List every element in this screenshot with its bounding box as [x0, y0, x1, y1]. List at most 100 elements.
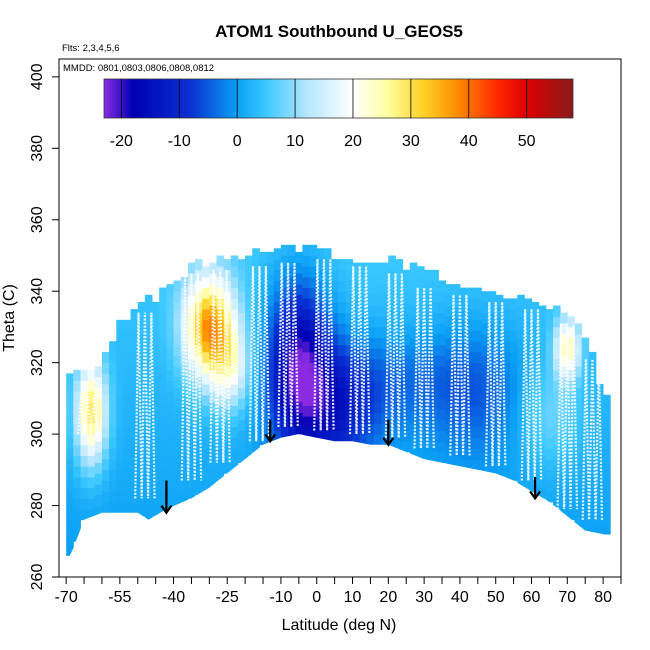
heatmap-cell [266, 337, 275, 349]
heatmap-cell [510, 362, 518, 374]
heatmap-cell [238, 355, 246, 367]
heatmap-cell [359, 305, 368, 317]
heatmap-cell [130, 427, 139, 439]
heatmap-cell [438, 419, 446, 431]
heatmap-cell [431, 376, 439, 388]
heatmap-cell [445, 305, 454, 317]
heatmap-cell [230, 437, 239, 449]
heatmap-cell [252, 291, 260, 303]
heatmap-cell [152, 484, 160, 496]
heatmap-cell [374, 423, 382, 435]
heatmap-cell [144, 391, 153, 403]
heatmap-cell [316, 430, 325, 442]
heatmap-cell [94, 398, 103, 410]
heatmap-cell [309, 427, 318, 439]
heatmap-cell [245, 405, 253, 417]
heatmap-cell [238, 301, 246, 313]
heatmap-cell [331, 291, 339, 303]
heatmap-cell [481, 398, 489, 410]
heatmap-cell [102, 351, 110, 363]
heatmap-cell [409, 380, 418, 392]
heatmap-cell [595, 480, 604, 492]
heatmap-cell [409, 444, 418, 456]
heatmap-cell [574, 334, 583, 346]
heatmap-cell [66, 416, 74, 428]
heatmap-cell [474, 287, 482, 299]
heatmap-cell [381, 359, 389, 371]
heatmap-cell [123, 373, 131, 385]
heatmap-cell [166, 284, 174, 296]
heatmap-cell [424, 291, 432, 303]
heatmap-cell [180, 491, 189, 503]
heatmap-cell [474, 437, 482, 449]
heatmap-cell [87, 391, 96, 403]
heatmap-cell [238, 387, 246, 399]
heatmap-cell [402, 344, 411, 356]
heatmap-cell [567, 466, 575, 478]
heatmap-cell [595, 502, 604, 514]
heatmap-cell [574, 323, 583, 335]
heatmap-cell [510, 351, 518, 363]
heatmap-cell [338, 355, 346, 367]
colorbar-tick-label: 20 [344, 133, 362, 150]
heatmap-cell [195, 323, 203, 335]
flight-track-profile [134, 312, 156, 499]
heatmap-cell [531, 387, 540, 399]
heatmap-cell [159, 309, 167, 321]
heatmap-cell [73, 477, 81, 489]
heatmap-cell [80, 455, 89, 467]
heatmap-cell [216, 266, 225, 278]
heatmap-cell [374, 284, 382, 296]
heatmap-cell [144, 509, 153, 521]
dates-note: MMDD: 0801,0803,0806,0808,0812 [63, 63, 214, 74]
heatmap-cell [553, 348, 561, 360]
heatmap-cell [202, 394, 210, 406]
heatmap-cell [173, 334, 182, 346]
arrow-head [529, 490, 541, 501]
heatmap-cell [402, 269, 411, 281]
heatmap-cell [331, 323, 339, 335]
heatmap-cell [130, 384, 139, 396]
heatmap-cell [102, 480, 110, 492]
heatmap-cell [345, 387, 353, 399]
heatmap-cell [102, 448, 110, 460]
heatmap-cell [459, 459, 468, 471]
heatmap-cell [488, 323, 497, 335]
heatmap-cell [409, 391, 418, 403]
heatmap-cell [331, 301, 339, 313]
heatmap-cell [302, 319, 310, 331]
heatmap-cell [359, 369, 368, 381]
heatmap-cell [66, 384, 74, 396]
heatmap-cell [266, 284, 275, 296]
heatmap-cell [581, 498, 590, 510]
heatmap-cell [366, 380, 375, 392]
heatmap-cell [230, 255, 239, 267]
heatmap-cell [381, 284, 389, 296]
heatmap-cell [187, 477, 196, 489]
heatmap-cell [553, 359, 561, 371]
heatmap-cell [302, 362, 310, 374]
heatmap-cell [352, 348, 361, 360]
heatmap-cell [266, 273, 275, 285]
heatmap-cell [295, 402, 303, 414]
heatmap-cell [80, 391, 89, 403]
heatmap-cell [366, 326, 375, 338]
heatmap-cell [481, 462, 489, 474]
heatmap-cell [137, 398, 146, 410]
heatmap-cell [438, 430, 446, 442]
heatmap-cell [87, 455, 96, 467]
heatmap-cell [445, 326, 454, 338]
heatmap-cell [352, 316, 361, 328]
heatmap-cell [109, 341, 117, 353]
heatmap-cell [402, 312, 411, 324]
heatmap-cell [481, 376, 489, 388]
heatmap-cell [495, 412, 504, 424]
heatmap-cell [574, 484, 583, 496]
heatmap-cell [280, 341, 289, 353]
heatmap-cell [66, 523, 74, 535]
heatmap-cell [116, 437, 124, 449]
heatmap-cell [524, 373, 532, 385]
heatmap-cell [452, 455, 461, 467]
heatmap-cell [452, 294, 461, 306]
heatmap-cell [152, 452, 160, 464]
